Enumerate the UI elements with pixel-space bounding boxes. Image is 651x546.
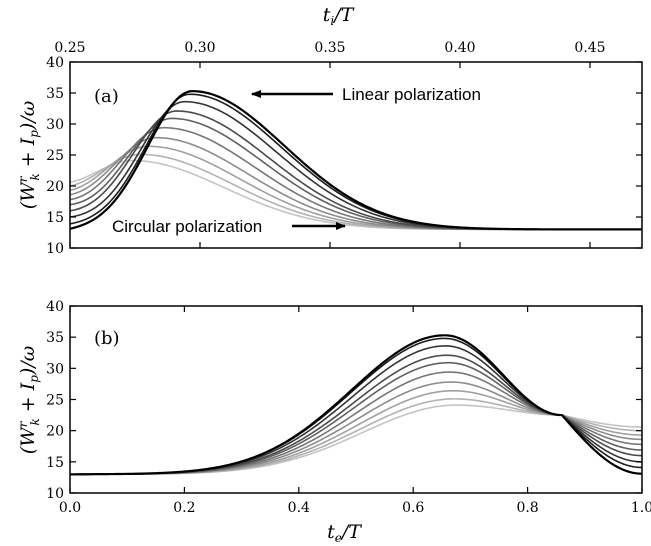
panel-a-y-axis-title: (Wrk + Ip)/ω: [16, 101, 42, 210]
curve-4: [70, 361, 642, 476]
y-tick-label: 35: [46, 330, 64, 346]
panel-a-y-ticks: 10 15 20 25 30 35 40: [46, 55, 642, 257]
x-tick-label: 1.0: [631, 500, 651, 516]
curve-4: [70, 117, 642, 231]
curve-2: [70, 345, 642, 476]
y-tick-label: 25: [46, 148, 64, 164]
panel-a-label: (a): [94, 86, 119, 107]
x-tick-label: 0.30: [184, 40, 215, 56]
x-tick-label: 0.35: [314, 40, 345, 56]
panel-b-x-ticks: 0.0 0.2 0.4 0.6 0.8 1.0: [59, 306, 651, 516]
y-tick-label: 15: [46, 455, 64, 471]
panel-b-x-axis-title: te/T: [327, 521, 362, 545]
curve-0: [70, 90, 642, 231]
linear-polarization-annotation: Linear polarization: [342, 85, 481, 104]
x-tick-label: 0.8: [516, 500, 538, 516]
panel-b: 10 15 20 25 30 35 40 0.0 0.2 0.4 0.6 0.8 1.0 (b) te…: [16, 299, 651, 545]
panel-a-curves: [70, 90, 642, 231]
curve-1: [70, 93, 642, 231]
y-tick-label: 15: [46, 210, 64, 226]
y-tick-label: 20: [46, 424, 64, 440]
y-tick-label: 30: [46, 361, 64, 377]
y-tick-label: 20: [46, 179, 64, 195]
y-tick-label: 10: [46, 241, 64, 257]
x-tick-label: 0.25: [54, 40, 85, 56]
y-tick-label: 40: [46, 299, 64, 315]
curve-2: [70, 100, 642, 231]
x-tick-label: 0.6: [402, 500, 424, 516]
panel-b-y-ticks: 10 15 20 25 30 35 40: [46, 299, 642, 502]
x-tick-label: 0.4: [288, 500, 310, 516]
panel-a-x-axis-title: ti/T: [323, 4, 355, 28]
y-tick-label: 30: [46, 117, 64, 133]
panel-b-label: (b): [94, 328, 120, 349]
panel-b-y-axis-title: (Wrk + Ip)/ω: [16, 346, 42, 455]
curve-6: [70, 381, 642, 476]
circular-polarization-annotation: Circular polarization: [112, 217, 262, 236]
panel-a-top-x-ticks: 0.25 0.30 0.35 0.40 0.45: [54, 40, 606, 248]
panel-b-frame: [69, 305, 643, 494]
y-tick-label: 25: [46, 393, 64, 409]
y-tick-label: 40: [46, 55, 64, 71]
curve-7: [70, 389, 642, 476]
curve-6: [70, 136, 642, 231]
curve-0: [70, 334, 642, 476]
y-tick-label: 35: [46, 86, 64, 102]
x-tick-label: 0.0: [59, 500, 81, 516]
x-tick-label: 0.2: [173, 500, 195, 516]
x-tick-label: 0.40: [444, 40, 475, 56]
x-tick-label: 0.45: [574, 40, 605, 56]
curve-8: [70, 398, 642, 476]
panel-b-curves: [70, 334, 642, 476]
y-tick-label: 10: [46, 486, 64, 502]
